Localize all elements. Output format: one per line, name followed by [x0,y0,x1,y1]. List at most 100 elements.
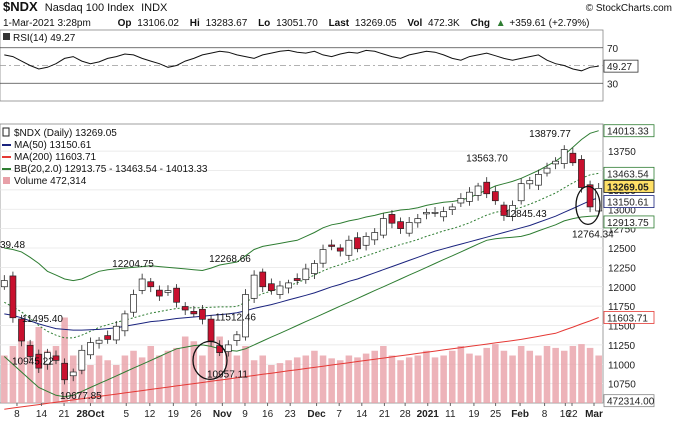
price-annotation: 10957.11 [207,370,248,381]
vol-value: 472.3K [428,18,460,29]
candle-body [112,325,120,341]
right-value-label: 472314.00 [607,397,655,408]
candle-body [569,152,577,164]
volume-bar [535,355,542,403]
volume-bar [371,350,378,403]
candle-body [9,275,17,319]
candle-body [535,174,542,186]
volume-bar [448,350,456,403]
candle-body [388,214,396,224]
candle-body [207,318,215,342]
legend-entry: MA(50) 13150.61 [14,140,92,151]
x-tick-label: 21 [379,409,391,420]
volume-bar [552,347,559,403]
volume-bar [397,360,404,403]
x-tick-label: 11 [445,409,456,420]
x-tick-label: 2021 [417,409,440,420]
right-value-box [603,311,655,324]
volume-bar [560,350,568,403]
low-value: 13051.70 [276,18,318,29]
candle-body [595,188,603,212]
price-panel: 1375013500132501300012750125001225012000… [0,123,655,410]
candle-body [397,221,404,229]
volume-bar [595,355,602,403]
volume-bar [500,350,508,403]
volume-bar [362,353,370,403]
high-value: 13283.67 [206,18,248,29]
volume-bar [543,346,551,403]
x-tick-label: 9 [242,409,248,420]
volume-bar [569,346,577,403]
price-tick-label: 12750 [608,225,636,236]
rsi-last-box [603,59,639,73]
volume-bar [380,346,387,403]
volume-bar [1,355,8,403]
candle-body [44,352,51,365]
volume-bar [483,347,490,403]
volume-bar [78,360,86,403]
candle-body [155,289,163,297]
exchange: INDX [141,2,168,14]
x-tick-label: 23 [285,409,297,420]
x-tick-label: Nov [213,409,232,420]
volume-bar [526,350,534,403]
candle-body [69,371,77,377]
volume-bar [336,360,344,403]
rsi-legend-icon [3,33,10,40]
volume-bar [474,355,482,403]
right-value-label: 13150.61 [607,198,649,209]
x-tick-label: Dec [307,409,326,420]
candle-body [354,237,361,250]
candle-body [466,191,473,202]
vol-label: Vol [407,18,422,29]
price-annotation: 12204.75 [112,259,154,270]
candle-body [199,308,206,320]
x-tick-label: 28 [400,409,412,420]
volume-bar [18,336,25,403]
symbol: $NDX [3,0,38,14]
candle-body [457,198,465,204]
candle-body [121,313,129,332]
volume-bar [578,344,585,403]
right-value-box [603,215,655,229]
legend-entry: MA(200) 11603.71 [14,152,97,163]
x-tick-label: 25 [490,409,502,420]
candle-body [293,278,301,281]
volume-bar [509,355,516,403]
ma50-line [4,197,599,331]
candle-body [259,271,267,288]
volume-bar [457,346,465,403]
rsi-frame [0,29,604,102]
chart-header-title: $NDX Nasdaq 100 Index INDX [3,0,168,14]
volume-bar [423,350,430,403]
candle-body [543,167,551,174]
legend-entry: Volume 472,314 [14,176,87,187]
volume-bar [405,357,413,403]
candle-body [578,159,585,188]
volume-bar [466,353,473,403]
price-annotation: 12268.66 [209,254,251,265]
x-axis: 8 14 21 28Oct 5 12 19 26 Nov 9 16 23 Dec 7 14 21 28 2021 1… [14,403,603,420]
candle-body [517,183,525,202]
candle-body [423,212,430,215]
x-tick-label: 28Oct [77,409,105,420]
price-annotation: 39.48 [0,240,25,251]
volume-bar [113,365,120,403]
price-tick-label: 13750 [608,147,636,158]
candle-body [104,335,112,340]
volume-bar [104,360,111,403]
bb-middle-line [4,172,599,339]
candle-body [181,306,189,311]
open-label: Op [118,18,132,29]
volume-bar [492,344,499,403]
price-annotation: 12764.34 [572,230,614,241]
highlight-circle [575,185,601,226]
right-value-label: 14013.33 [607,127,649,138]
candle-body [474,185,482,196]
candle-body [147,281,155,288]
candle-body [509,205,516,217]
chg-label: Chg [471,18,490,29]
volume-bar [259,355,267,403]
candle-body [18,318,25,342]
